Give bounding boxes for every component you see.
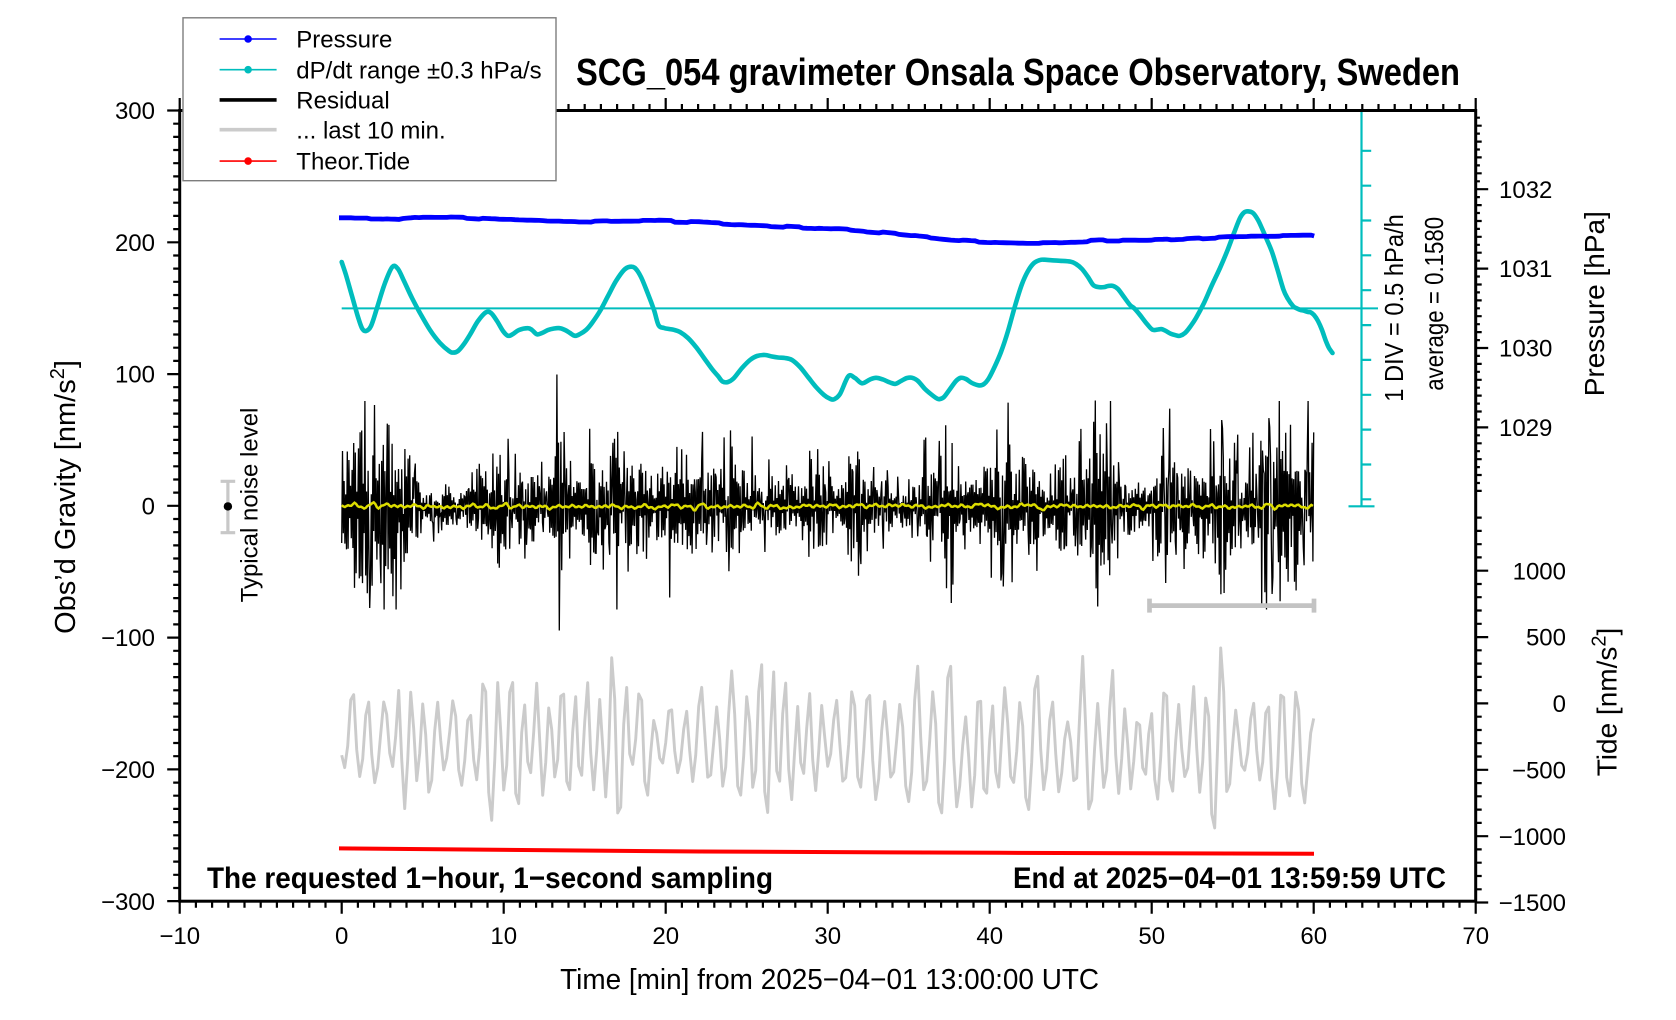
svg-text:70: 70 [1462,923,1489,950]
svg-text:30: 30 [814,923,841,950]
svg-text:1030: 1030 [1499,336,1552,363]
svg-text:0: 0 [1553,691,1566,718]
svg-text:50: 50 [1138,923,1165,950]
svg-text:0: 0 [142,493,155,520]
svg-text:−500: −500 [1512,757,1566,784]
svg-text:The requested 1−hour, 1−second: The requested 1−hour, 1−second sampling [207,862,773,895]
svg-text:... last 10 min.: ... last 10 min. [296,117,445,144]
svg-text:200: 200 [115,230,155,257]
svg-text:Pressure: Pressure [296,27,392,54]
svg-text:100: 100 [115,362,155,389]
svg-text:500: 500 [1526,625,1566,652]
svg-text:60: 60 [1300,923,1327,950]
svg-text:1 DIV = 0.5 hPa/h: 1 DIV = 0.5 hPa/h [1379,214,1409,402]
svg-text:Obs’d Gravity [nm/s2]: Obs’d Gravity [nm/s2] [47,360,82,634]
svg-text:Time [min] from 2025−04−01 13:: Time [min] from 2025−04−01 13:00:00 UTC [560,964,1099,996]
svg-text:End at 2025−04−01 13:59:59 UTC: End at 2025−04−01 13:59:59 UTC [1013,862,1446,895]
svg-text:20: 20 [652,923,679,950]
svg-text:1031: 1031 [1499,256,1552,283]
svg-text:0: 0 [335,923,348,950]
svg-text:dP/dt range ±0.3 hPa/s: dP/dt range ±0.3 hPa/s [296,57,541,84]
svg-text:300: 300 [115,98,155,125]
svg-text:1032: 1032 [1499,177,1552,204]
svg-text:−100: −100 [101,625,155,652]
svg-text:Tide [nm/s2]: Tide [nm/s2] [1589,628,1623,777]
svg-text:−1000: −1000 [1499,824,1566,851]
svg-text:10: 10 [490,923,517,950]
svg-text:1029: 1029 [1499,415,1552,442]
svg-text:1000: 1000 [1513,558,1566,585]
svg-text:−300: −300 [101,889,155,916]
svg-text:−200: −200 [101,757,155,784]
svg-text:SCG_054 gravimeter Onsala Spac: SCG_054 gravimeter Onsala Space Observat… [576,52,1460,94]
svg-text:average = 0.1580: average = 0.1580 [1419,217,1449,391]
svg-text:−1500: −1500 [1499,890,1566,917]
svg-text:Theor.Tide: Theor.Tide [296,149,410,176]
svg-text:Typical noise level: Typical noise level [237,408,264,603]
svg-text:−10: −10 [159,923,200,950]
svg-text:Pressure [hPa]: Pressure [hPa] [1579,211,1610,396]
svg-text:40: 40 [976,923,1003,950]
svg-text:Residual: Residual [296,88,389,115]
